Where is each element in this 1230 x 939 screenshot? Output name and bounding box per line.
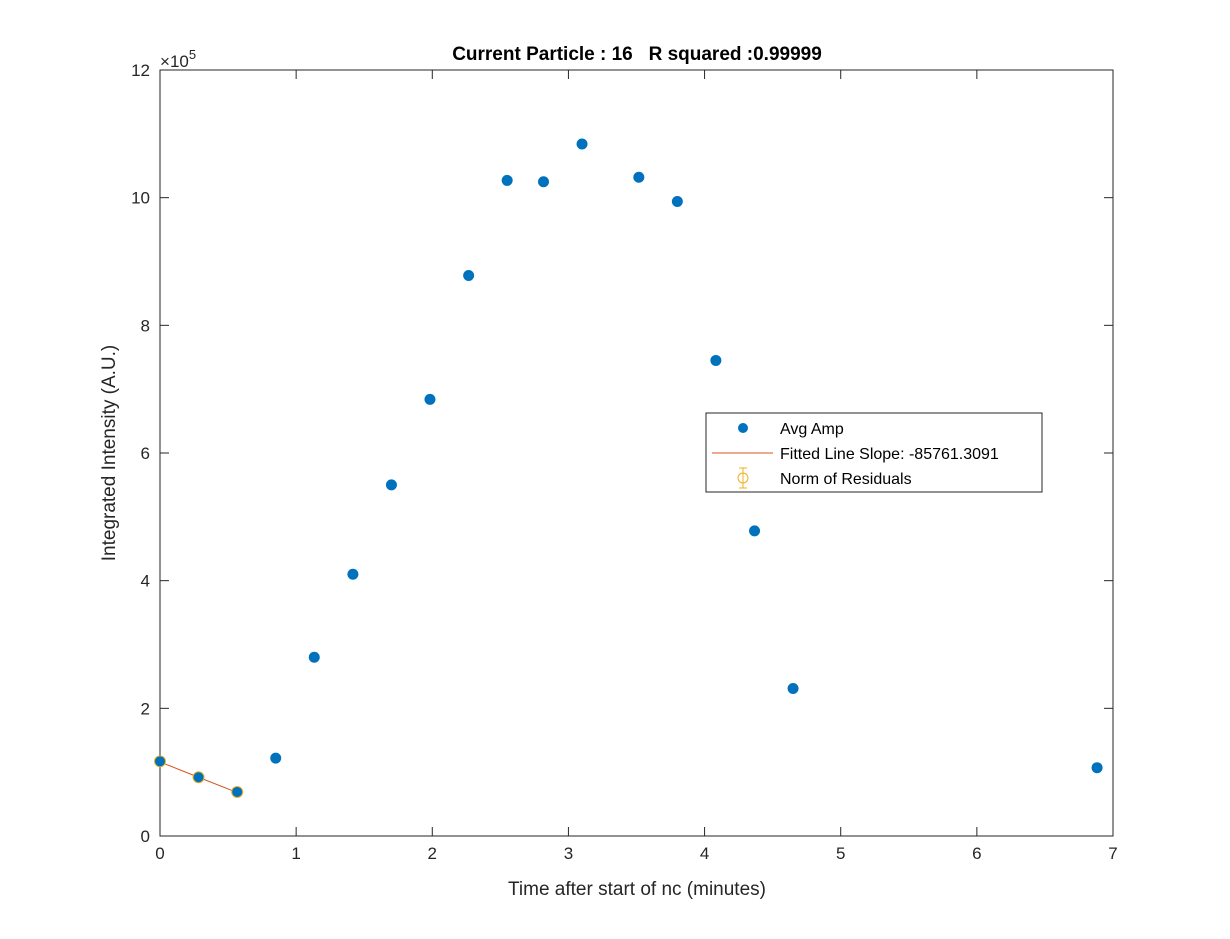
y-tick-label: 8	[141, 316, 150, 335]
legend-label-residuals: Norm of Residuals	[780, 471, 912, 488]
x-tick-label: 5	[836, 844, 845, 863]
data-point	[501, 174, 513, 186]
y-exponent-base: 10	[170, 52, 189, 71]
legend-marker-avg-amp	[738, 423, 748, 433]
data-point	[787, 683, 799, 695]
data-point	[710, 354, 722, 366]
data-point	[749, 525, 761, 537]
y-axis-label: Integrated Intensity (A.U.)	[99, 345, 120, 562]
data-point	[270, 752, 282, 764]
legend-label-fitted-line: Fitted Line Slope: -85761.3091	[780, 446, 999, 463]
chart-title: Current Particle : 16 R squared :0.99999	[452, 44, 822, 65]
x-tick-label: 0	[155, 844, 164, 863]
y-tick-label: 6	[141, 444, 150, 463]
data-point	[231, 786, 243, 798]
residual-marker	[192, 771, 205, 784]
y-exponent-label: ×105	[160, 47, 196, 71]
data-point	[463, 270, 475, 282]
residual-marker	[154, 755, 166, 768]
y-tick-label: 0	[141, 827, 150, 846]
residuals-series	[154, 755, 244, 798]
y-tick-label: 2	[141, 699, 150, 718]
y-exponent-power: 5	[189, 47, 196, 62]
x-tick-label: 7	[1108, 844, 1117, 863]
data-point	[576, 138, 588, 150]
legend-marker-residuals	[737, 467, 749, 489]
data-point	[308, 651, 320, 663]
residual-marker	[231, 785, 244, 798]
data-point	[633, 171, 645, 183]
x-tick-label: 6	[972, 844, 981, 863]
y-tick-label: 10	[131, 189, 150, 208]
data-point	[154, 755, 166, 767]
x-axis-label: Time after start of nc (minutes)	[508, 879, 766, 900]
avg-amp-series	[154, 138, 1103, 798]
data-point	[193, 771, 205, 783]
x-tick-label: 4	[700, 844, 709, 863]
data-point	[538, 176, 550, 188]
data-point	[424, 393, 436, 405]
data-point	[1091, 762, 1103, 774]
data-point	[671, 195, 683, 207]
data-point	[347, 568, 359, 580]
y-tick-label: 4	[141, 572, 150, 591]
x-tick-label: 3	[564, 844, 573, 863]
data-point	[385, 479, 397, 491]
legend-label-avg-amp: Avg Amp	[780, 421, 844, 438]
y-tick-label: 12	[131, 61, 150, 80]
x-tick-label: 2	[428, 844, 437, 863]
y-exponent-times: ×	[160, 52, 170, 71]
x-tick-label: 1	[291, 844, 300, 863]
legend: Avg Amp Fitted Line Slope: -85761.3091 N…	[705, 412, 1043, 493]
